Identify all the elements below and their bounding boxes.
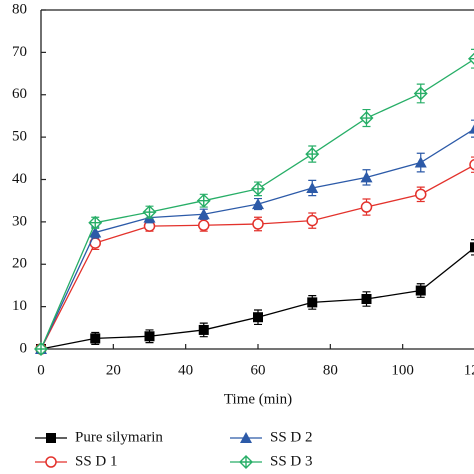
error-bar [471,156,474,173]
series [36,239,474,354]
legend-item: SS D 2 [230,429,313,445]
marker-shape [34,342,48,356]
marker [305,147,320,162]
marker [306,181,319,193]
x-tick-label: 80 [323,362,338,378]
marker [469,159,474,171]
x-tick-label: 100 [391,362,414,378]
y-tick-label: 0 [20,340,28,356]
y-tick-label: 30 [12,213,27,229]
y-tick-label: 80 [12,1,27,17]
marker-shape [305,147,320,162]
marker [469,124,474,134]
y-tick-label: 20 [12,256,27,272]
marker [359,111,374,126]
marker [415,188,427,201]
marker [414,156,427,168]
y-tick-label: 70 [12,44,27,60]
marker-shape [359,111,374,126]
marker [198,219,210,232]
marker [89,226,102,238]
legend-item: SS D 1 [35,453,118,469]
error-bar-line [471,156,474,173]
marker [142,205,157,220]
marker [470,242,474,253]
legend-item: SS D 3 [230,453,313,469]
marker [144,331,155,342]
marker [252,218,264,230]
marker [45,456,57,468]
series-line [40,247,474,350]
marker-shape [196,193,211,208]
x-tick-label: 60 [251,362,266,378]
error-bar-line [471,48,474,69]
marker-shape [88,215,103,230]
marker [197,208,210,220]
x-tick-label: 0 [37,362,45,378]
error-bar [471,119,474,138]
y-tick-label: 10 [12,298,27,314]
marker [360,171,373,183]
y-tick-label: 50 [12,129,27,145]
marker [253,312,263,323]
legend-item: Pure silymarin [35,429,163,445]
x-tick-label: 40 [178,362,193,378]
error-bar [471,48,474,69]
marker [361,293,372,304]
marker [306,214,318,227]
marker [468,52,474,65]
marker [90,333,101,344]
marker [360,201,373,213]
marker-shape [142,205,157,220]
y-tick-label: 40 [12,171,27,187]
marker [34,342,48,356]
error-bar [471,239,474,256]
y-tick-label: 60 [12,86,27,102]
error-bar-line [471,239,474,256]
error-bar-line [471,119,474,138]
marker [415,285,426,296]
marker [196,193,211,208]
marker-shape [413,86,428,101]
legend-label: SS D 1 [75,453,118,469]
legend-label: SS D 3 [270,453,313,469]
marker-shape [251,181,265,196]
x-tick-label: 20 [106,362,121,378]
marker-shape [239,455,253,469]
marker [46,433,56,443]
marker [251,181,265,196]
marker [198,324,209,335]
legend-label: SS D 2 [270,429,313,445]
marker [252,198,264,210]
marker [240,432,252,443]
marker [88,215,103,230]
series [34,48,474,356]
x-axis-label: Time (min) [224,391,292,407]
marker [239,455,253,469]
marker-shape [468,52,474,65]
marker [413,86,428,101]
legend-label: Pure silymarin [75,429,163,445]
marker [307,297,318,308]
x-tick-label: 120 [464,362,474,378]
